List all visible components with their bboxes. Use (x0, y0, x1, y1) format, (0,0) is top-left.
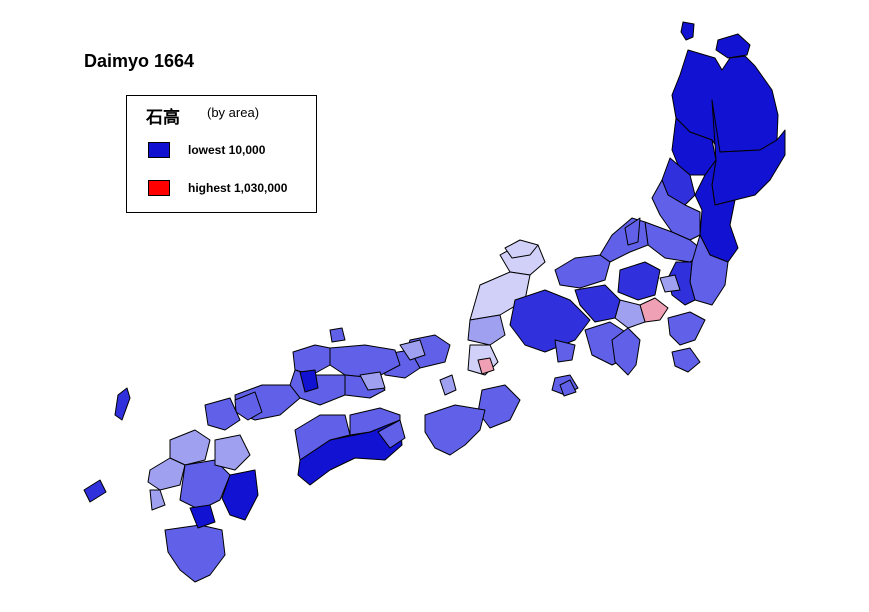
domain-niigata-coast (599, 217, 649, 263)
legend-box: 石高 (by area) lowest 10,000 highest 1,030… (126, 95, 317, 213)
domain-wakayama (424, 404, 486, 456)
domain-kumamoto (179, 459, 231, 511)
domain-takada (554, 254, 611, 289)
domain-fukuoka (204, 397, 241, 431)
domain-iwami (299, 369, 319, 393)
legend-label-lowest: lowest 10,000 (188, 143, 266, 157)
domain-kanto-small (659, 274, 681, 293)
domain-oita (214, 434, 251, 471)
domain-shimoda (559, 379, 577, 397)
map-title: Daimyo 1664 (84, 51, 195, 71)
legend-label-highest: highest 1,030,000 (188, 181, 288, 195)
domain-yonezawa (651, 179, 701, 241)
legend-heading: 石高 (146, 108, 180, 128)
domain-kyoto-area (477, 357, 495, 375)
domain-kanto-center (617, 261, 661, 301)
domain-ise (554, 339, 576, 363)
domain-matsumae (715, 33, 751, 59)
domain-saga (169, 429, 211, 466)
domain-izu (671, 347, 701, 373)
legend-swatch-lowest (148, 142, 170, 158)
domain-hyuga (221, 469, 259, 521)
domain-odawara (614, 299, 646, 329)
domain-oki (329, 327, 346, 343)
domain-awa (377, 419, 406, 449)
domain-satsuma (164, 524, 226, 583)
domain-sanin-east (399, 339, 426, 361)
domain-tsushima (114, 387, 131, 421)
domain-goto (83, 479, 107, 503)
domain-kii (477, 384, 521, 429)
domain-echizen (467, 314, 506, 346)
domain-sado (624, 217, 641, 246)
domain-nagasaki (147, 457, 186, 491)
domain-amakusa (149, 489, 166, 511)
domain-bizen (359, 371, 386, 391)
domain-tsugaru (680, 21, 695, 41)
domain-sendai (694, 159, 739, 263)
domain-boso (667, 311, 706, 346)
domain-tosa (297, 419, 403, 486)
legend-swatch-highest (148, 180, 170, 196)
legend-subheading: (by area) (207, 105, 260, 120)
domain-shizuoka-east (611, 327, 641, 376)
domain-owari (509, 289, 591, 353)
domain-matsumoto (574, 284, 621, 323)
domain-tottori (329, 344, 401, 379)
domain-hitoyoshi (189, 504, 216, 529)
domain-awaji (439, 374, 457, 396)
domain-noto (504, 239, 539, 259)
